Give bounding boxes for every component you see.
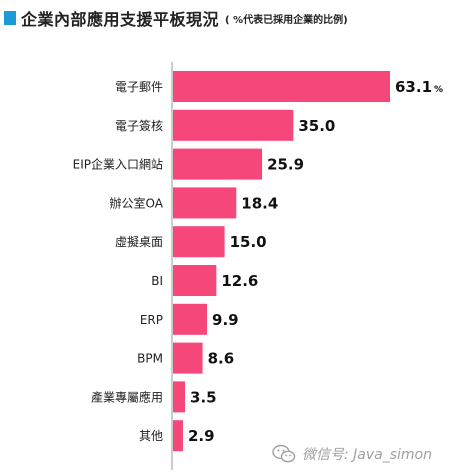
- bar-0: [173, 71, 390, 102]
- bar-8: [173, 381, 186, 413]
- watermark-text: 微信号: Java_simon: [302, 447, 432, 463]
- bar-9: [173, 420, 183, 452]
- category-label-4: 虛擬桌面: [115, 234, 163, 249]
- bar-3: [173, 187, 237, 219]
- bar-4: [173, 226, 225, 258]
- value-label-8: 3.5: [190, 388, 217, 406]
- value-label-7: 8.6: [208, 350, 235, 368]
- title-square-icon: [4, 11, 16, 25]
- watermark: 微信号: Java_simon: [272, 440, 432, 468]
- value-label-6: 9.9: [212, 311, 239, 329]
- category-label-8: 產業專屬應用: [91, 389, 163, 404]
- value-label-3: 18.4: [241, 194, 278, 212]
- category-label-3: 辦公室OA: [110, 195, 164, 210]
- category-label-6: ERP: [140, 313, 163, 327]
- bar-6: [173, 303, 208, 335]
- wechat-icon: [272, 444, 296, 463]
- category-label-7: BPM: [137, 352, 163, 366]
- value-label-5: 12.6: [221, 272, 258, 290]
- category-label-0: 電子郵件: [115, 80, 163, 94]
- bar-2: [173, 148, 263, 180]
- bar-7: [173, 342, 203, 374]
- value-label-4: 15.0: [230, 233, 267, 251]
- value-label-2: 25.9: [267, 156, 304, 174]
- value-unit: %: [434, 85, 443, 95]
- category-label-2: EIP企業入口網站: [73, 157, 163, 172]
- chart-subtitle: ( %代表已採用企業的比例): [225, 14, 348, 26]
- bar-1: [173, 109, 294, 141]
- bar-5: [173, 265, 217, 296]
- value-label-9: 2.9: [188, 427, 215, 445]
- category-label-1: 電子簽核: [115, 119, 163, 133]
- chart-title: 企業內部應用支援平板現況: [21, 10, 220, 29]
- chart-title-row: 企業內部應用支援平板現況 ( %代表已採用企業的比例): [4, 6, 348, 30]
- value-label-1: 35.0: [298, 117, 335, 135]
- category-label-5: BI: [151, 274, 163, 288]
- value-label-0: 63.1%: [395, 78, 443, 96]
- category-label-9: 其他: [139, 429, 163, 443]
